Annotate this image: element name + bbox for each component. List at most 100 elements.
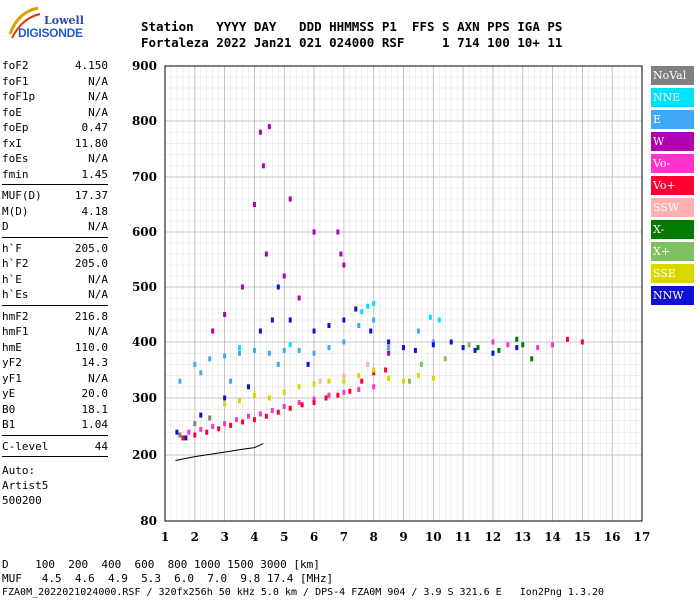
param-name: D <box>2 220 9 233</box>
echo-point <box>431 339 435 345</box>
file-info: FZA0M_2022021024000.RSF / 320fx256h 50 k… <box>2 587 605 598</box>
echo-point <box>461 345 465 351</box>
param-value: 44 <box>94 439 108 453</box>
echo-point <box>348 388 352 394</box>
param-row: h`E N/A <box>2 272 108 288</box>
muf-distance-table: D 100 200 400 600 800 1000 1500 3000 [km… <box>2 558 333 586</box>
echo-point <box>306 361 310 367</box>
param-name: h`E <box>2 272 22 286</box>
param-name: B1 <box>2 418 16 431</box>
echo-point <box>270 317 274 323</box>
echo-point <box>372 317 376 323</box>
station-header: Station YYYY DAY DDD HHMMSS P1 FFS S AXN… <box>141 19 562 51</box>
echo-point <box>327 323 331 328</box>
echo-point <box>473 347 477 353</box>
echo-point <box>238 350 242 356</box>
x-tick-label: 4 <box>250 530 258 544</box>
echo-point <box>312 328 316 334</box>
y-tick-label: 600 <box>132 225 157 239</box>
echo-point <box>324 395 328 401</box>
echo-point <box>175 429 179 435</box>
echo-point <box>223 401 227 407</box>
param-row: M(D) 4.18 <box>2 204 108 220</box>
param-row: h`Es N/A <box>2 287 108 303</box>
echo-point <box>297 384 301 390</box>
polarization-legend: NoVal NNE E W Vo- Vo+ SSW X- X+ SSE NNW <box>651 66 694 308</box>
header-values: Fortaleza 2022 Jan21 021 024000 RSF 1 71… <box>141 35 563 50</box>
echo-point <box>327 392 331 398</box>
echo-point <box>258 328 262 334</box>
param-value: 4.18 <box>81 204 109 218</box>
echo-point <box>246 413 250 419</box>
echo-point <box>467 342 471 348</box>
echo-point <box>437 317 441 323</box>
echo-point <box>318 378 322 384</box>
param-name: hmF2 <box>2 309 29 323</box>
legend-item: W <box>651 132 694 151</box>
echo-point <box>252 417 256 423</box>
param-row: foF2 4.150 <box>2 58 108 74</box>
param-name: foF1 <box>2 74 29 88</box>
echo-point <box>297 400 301 406</box>
param-value: N/A <box>88 152 108 165</box>
param-value: 1.45 <box>81 167 109 181</box>
y-tick-label: 80 <box>140 514 157 528</box>
echo-point <box>476 345 480 351</box>
echo-point <box>282 389 286 395</box>
echo-point <box>300 402 304 408</box>
legend-item: X+ <box>651 242 694 261</box>
echo-point <box>327 345 331 351</box>
echo-point <box>491 350 495 356</box>
param-row: yF1 N/A <box>2 371 108 387</box>
echo-point <box>342 339 346 345</box>
echo-point <box>372 367 376 373</box>
echo-point <box>178 432 182 438</box>
echo-point <box>252 202 256 207</box>
x-tick-label: 12 <box>485 530 502 544</box>
x-tick-label: 9 <box>399 530 407 544</box>
param-row: foEs N/A <box>2 151 108 167</box>
y-tick-label: 800 <box>132 114 157 128</box>
echo-point <box>264 413 268 419</box>
param-row: foE N/A <box>2 105 108 121</box>
echo-point <box>208 356 212 362</box>
x-tick-label: 11 <box>455 530 472 544</box>
echo-point <box>443 356 447 362</box>
echo-point <box>342 317 346 323</box>
echo-point <box>336 229 340 235</box>
echo-point <box>342 378 346 384</box>
echo-point <box>261 163 265 169</box>
echo-point <box>342 389 346 395</box>
echo-point <box>491 339 495 345</box>
y-tick-label: 200 <box>132 448 157 462</box>
echo-point <box>241 284 245 290</box>
echo-point <box>372 370 376 376</box>
legend-item: Vo- <box>651 154 694 173</box>
echo-point <box>211 328 215 334</box>
autoscaling-line: 500200 <box>2 494 42 507</box>
x-tick-label: 5 <box>280 530 288 544</box>
param-row: hmE 110.0 <box>2 340 108 356</box>
legend-item: SSE <box>651 264 694 283</box>
param-row: C-level 44 <box>2 439 108 455</box>
param-value: N/A <box>88 90 108 103</box>
legend-item: Vo+ <box>651 176 694 195</box>
echo-point <box>241 419 245 425</box>
legend-item: NoVal <box>651 66 694 85</box>
echo-point <box>199 370 203 376</box>
logo-digisonde-text: DIGISONDE <box>18 26 83 40</box>
echo-point <box>449 339 453 345</box>
echo-point <box>288 317 292 323</box>
param-row: foEp 0.47 <box>2 120 108 136</box>
echo-point <box>530 356 534 362</box>
header-labels: Station YYYY DAY DDD HHMMSS P1 FFS S AXN… <box>141 19 563 34</box>
param-value: N/A <box>88 105 108 119</box>
x-tick-label: 13 <box>514 530 531 544</box>
param-value: N/A <box>88 325 108 338</box>
echo-point <box>402 345 405 351</box>
echo-point <box>402 378 405 384</box>
echo-point <box>551 342 555 348</box>
echo-point <box>521 342 525 348</box>
param-name: B0 <box>2 402 16 416</box>
echo-point <box>384 367 388 373</box>
